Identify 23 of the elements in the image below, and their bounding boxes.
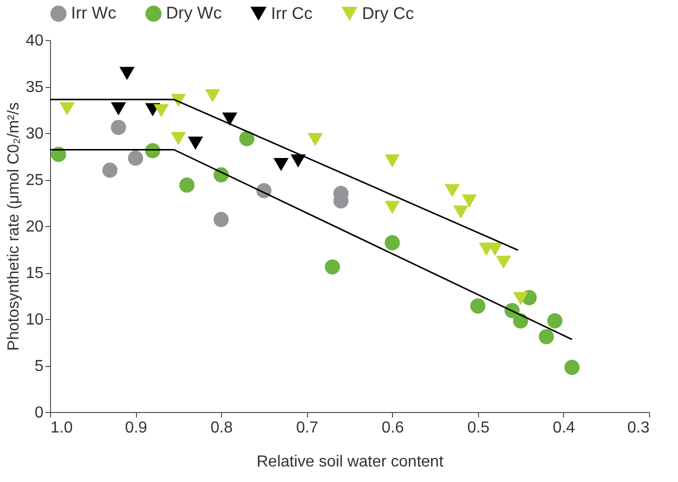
- x-tick-label: 0.6: [382, 420, 404, 436]
- legend-label: Irr Wc: [71, 4, 117, 23]
- y-tick-label: 5: [34, 358, 44, 375]
- y-axis-title: Photosynthetic rate (μmol C0₂/m²/s: [6, 102, 23, 351]
- x-tick-label: 0.8: [210, 420, 233, 436]
- x-tick-label: 0.5: [467, 420, 490, 436]
- x-axis-title: Relative soil water content: [256, 454, 444, 470]
- x-tick-label: 0.4: [552, 420, 576, 436]
- y-tick-label: 30: [26, 126, 44, 142]
- y-tick-label: 25: [26, 172, 44, 189]
- y-tick-label: 35: [26, 79, 44, 96]
- y-tick-label: 0: [34, 404, 44, 422]
- x-tick-label: 0.3: [627, 420, 650, 436]
- x-tick-label: 0.9: [124, 420, 148, 436]
- y-tick-label: 10: [26, 312, 44, 328]
- legend-label: Irr Cc: [271, 4, 314, 23]
- y-tick-label: 20: [26, 218, 44, 236]
- legend-label: Dry Cc: [362, 4, 414, 23]
- legend-label: Dry Wc: [166, 4, 222, 23]
- x-tick-label: 0.7: [296, 420, 318, 436]
- x-tick-label: 1.0: [50, 420, 73, 436]
- y-tick-label: 40: [26, 32, 44, 50]
- y-tick-label: 15: [26, 265, 44, 282]
